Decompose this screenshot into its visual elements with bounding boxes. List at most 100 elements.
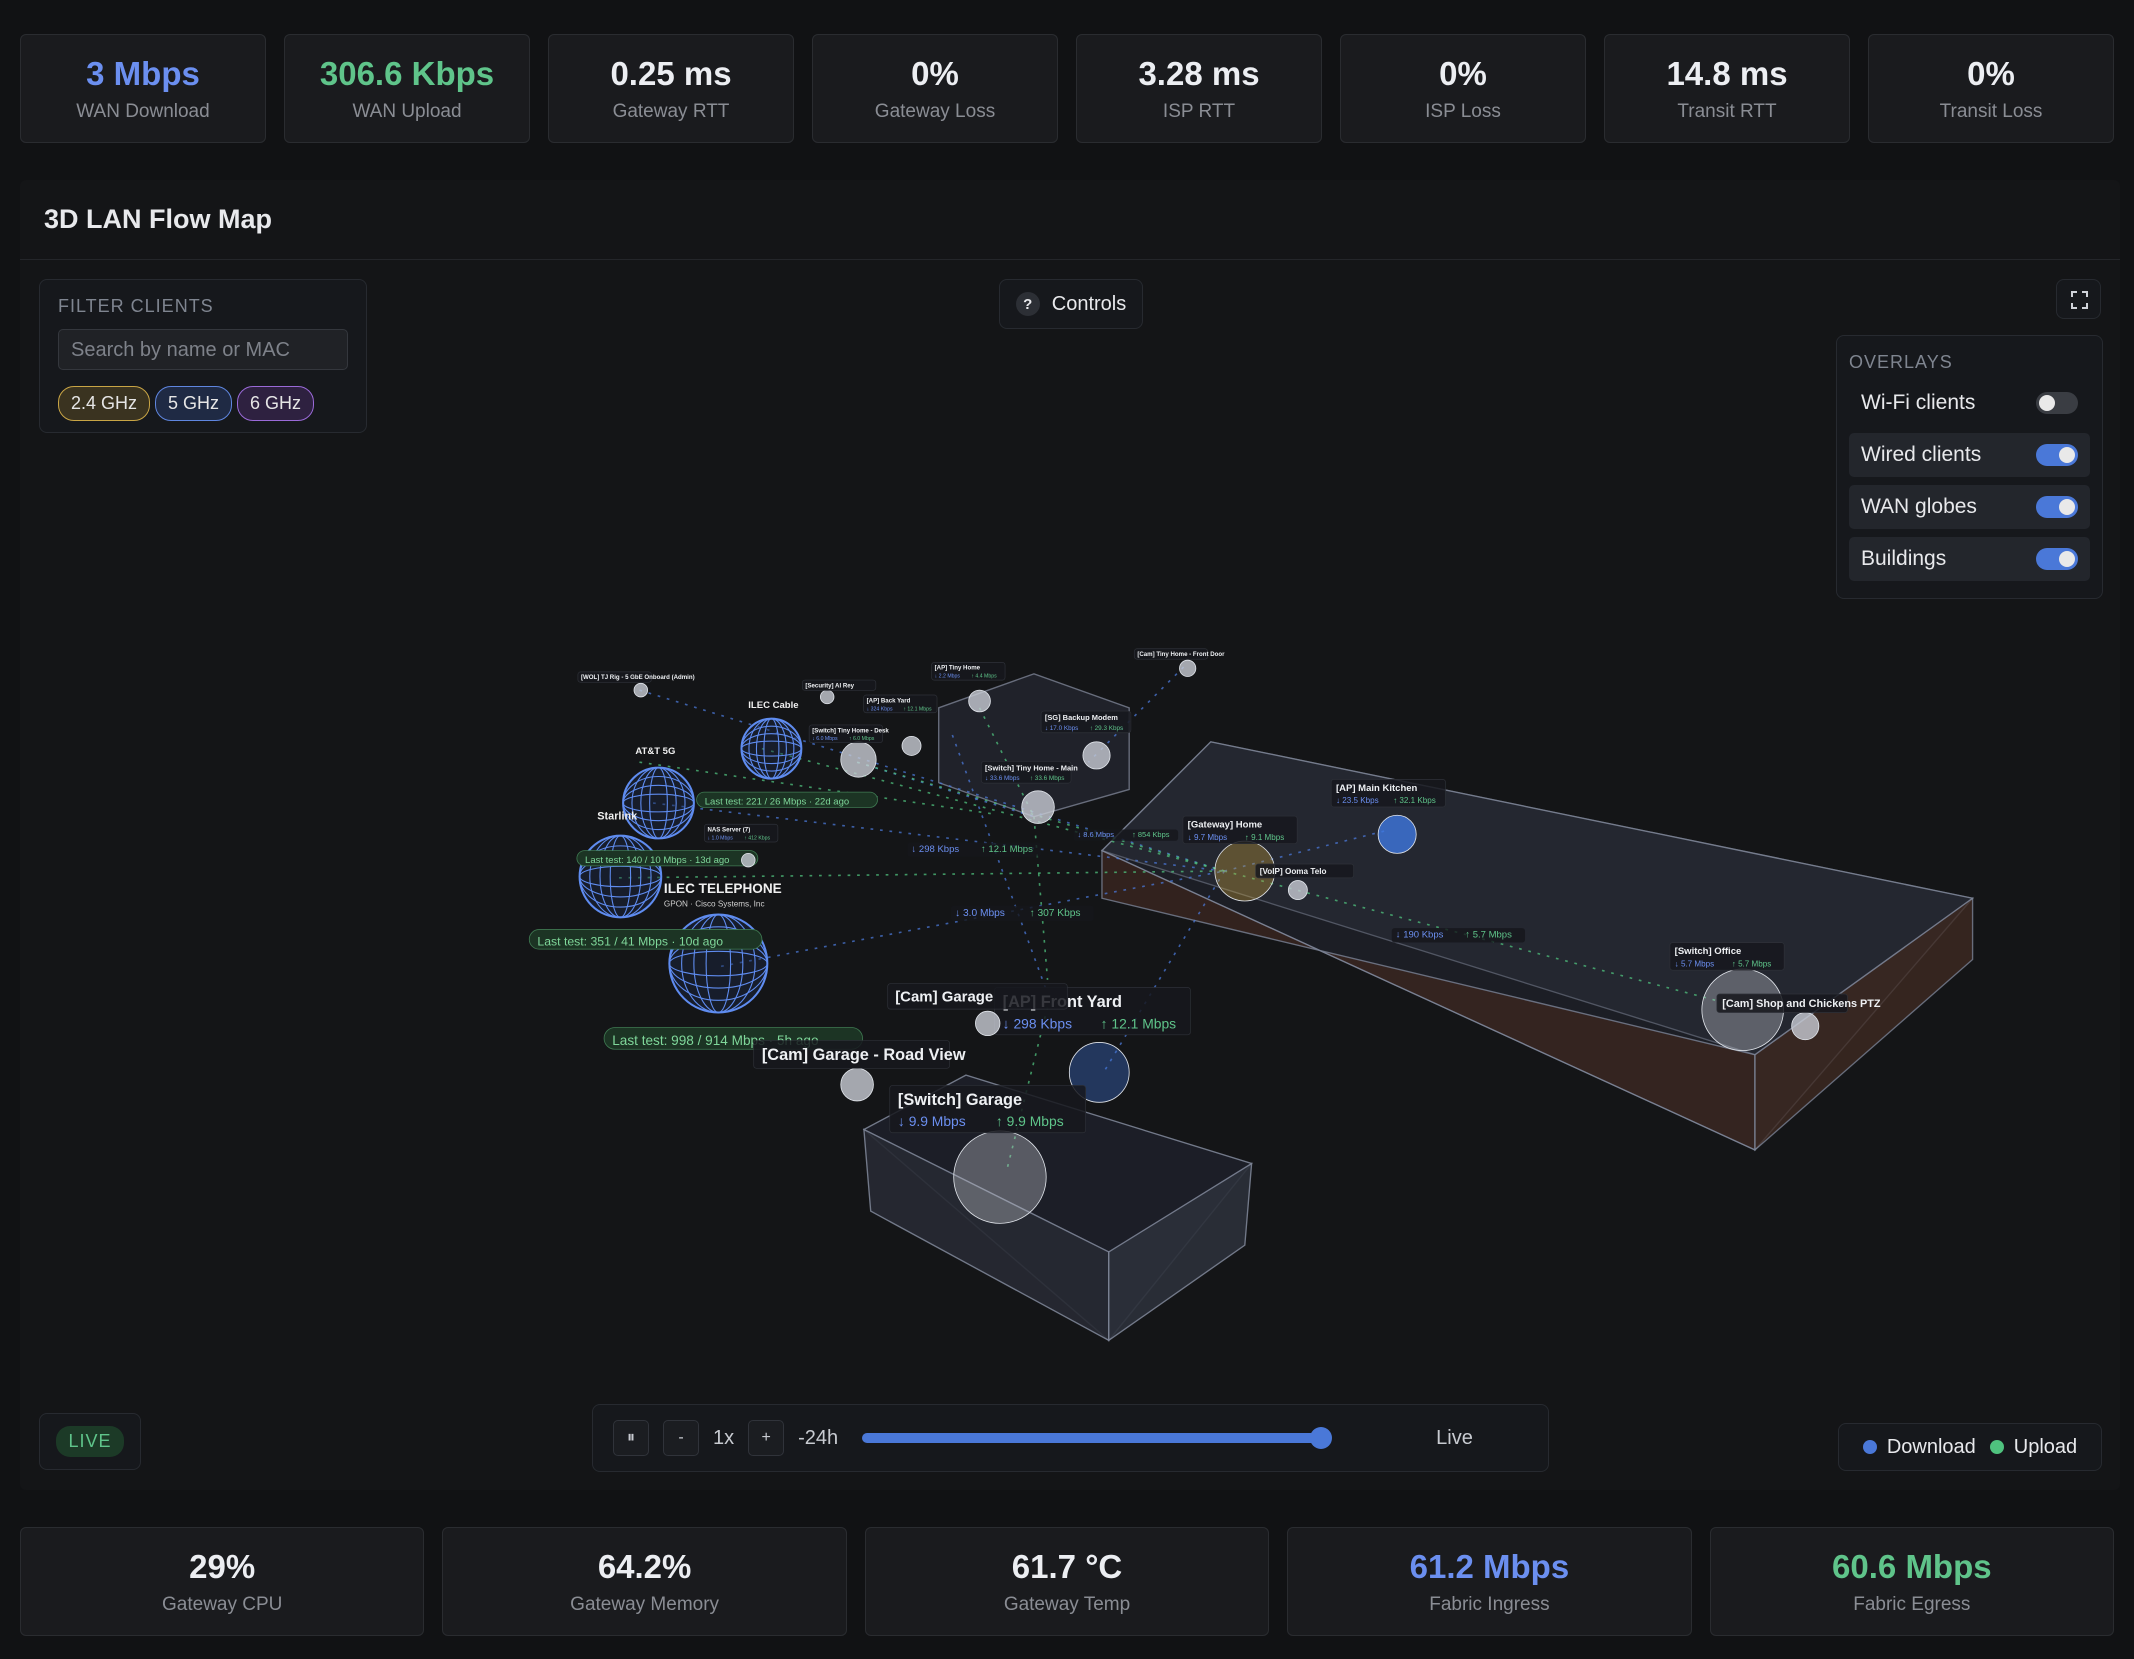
device-marker: [741, 852, 756, 868]
search-input[interactable]: Search by name or MAC: [58, 329, 348, 370]
device-label: [Switch] Office: [1675, 946, 1742, 957]
rate-up: ↑ 307 Kbps: [1030, 908, 1081, 919]
controls-button[interactable]: ? Controls: [999, 279, 1143, 329]
device-tag: [1133, 648, 1209, 660]
device-up: ↑ 5.7 Mbps: [1732, 959, 1772, 968]
device-up: ↑ 33.6 Mbps: [1030, 775, 1065, 782]
globe-outline: [622, 766, 695, 840]
device-label: NAS Server (7): [707, 827, 750, 834]
test-tag: [528, 929, 763, 950]
overlay-toggle[interactable]: [2036, 392, 2078, 414]
wan-globe: [622, 766, 695, 840]
device-down: ↓ 6.0 Mbps: [812, 736, 838, 742]
device-marker: [1287, 880, 1308, 901]
fullscreen-button[interactable]: [2056, 279, 2101, 319]
stat-card: 3.28 ms ISP RTT: [1076, 34, 1322, 143]
stat-label: Transit RTT: [1677, 100, 1777, 122]
overlay-row: Wired clients: [1849, 433, 2090, 477]
stat-label: Gateway Temp: [1003, 1593, 1131, 1615]
stat-card: 60.6 Mbps Fabric Egress: [1709, 1527, 2115, 1636]
link: [1087, 666, 1185, 763]
stat-value: 306.6 Kbps: [319, 54, 495, 92]
rate-down: ↓ 8.6 Mbps: [1077, 830, 1114, 839]
device-down: ↓ 2.2 Mbps: [935, 674, 961, 680]
device-marker: [975, 1010, 1001, 1037]
device-label: [Gateway] Home: [1188, 820, 1263, 831]
stat-value: 0.25 ms: [610, 54, 732, 92]
device-tag: [1330, 779, 1446, 808]
overlays-heading: OVERLAYS: [1849, 352, 1953, 372]
overlay-label: Buildings: [1861, 547, 1947, 570]
live-badge: LIVE: [56, 1426, 124, 1457]
rate-tag: [907, 842, 1041, 857]
device-label: [Switch] Garage: [898, 1091, 1022, 1109]
stat-label: ISP RTT: [1162, 100, 1236, 122]
test-label: Last test: 140 / 10 Mbps · 13d ago: [585, 855, 729, 866]
globe-parallel: [622, 775, 695, 831]
legend-dot: [1862, 1439, 1877, 1454]
device-marker: [953, 1130, 1047, 1224]
device-label: [Security] AI Rey: [805, 682, 854, 689]
stat-value: 0%: [1439, 54, 1487, 92]
device-down: ↓ 23.5 Kbps: [1336, 796, 1379, 805]
device-marker: [1179, 659, 1197, 677]
band-pill[interactable]: 6 GHz: [237, 386, 315, 421]
overlay-row: WAN globes: [1849, 485, 2090, 529]
stat-label: Gateway Memory: [570, 1593, 720, 1615]
legend: Download Upload: [1838, 1423, 2102, 1471]
device-down: ↓ 5.7 Mbps: [1675, 959, 1715, 968]
stat-value: 3.28 ms: [1138, 54, 1260, 92]
overlay-toggle[interactable]: [2036, 548, 2078, 570]
device-label: [Cam] Shop and Chickens PTZ: [1722, 998, 1881, 1010]
stat-card: 64.2% Gateway Memory: [442, 1527, 847, 1636]
overlay-toggle[interactable]: [2036, 444, 2078, 466]
filter-box: FILTER CLIENTS Search by name or MAC 2.4…: [39, 279, 367, 433]
device-down: ↓ 17.0 Kbps: [1045, 725, 1079, 732]
rate-up: ↑ 5.7 Mbps: [1465, 930, 1512, 941]
overlays-panel: OVERLAYS Wi-Fi clients Wired clients WAN gl…: [1836, 335, 2103, 599]
globe-parallel: [579, 845, 662, 908]
device-label: [Switch] Tiny Home - Desk: [812, 727, 889, 734]
slower-button[interactable]: -: [663, 1420, 699, 1456]
device-marker: [1082, 741, 1111, 770]
device-tag: [1669, 942, 1785, 971]
stat-card: 0% Gateway Loss: [812, 34, 1058, 143]
link: [761, 747, 1225, 872]
stat-label: Gateway Loss: [874, 100, 996, 122]
faster-button[interactable]: +: [748, 1420, 785, 1456]
device-down: ↓ 1.0 Mbps: [707, 836, 733, 842]
device-label: [Cam] Tiny Home - Front Door: [1137, 651, 1225, 658]
band-pill[interactable]: 5 GHz: [155, 386, 233, 421]
device-tag: [1255, 863, 1354, 879]
device-marker: [840, 741, 877, 778]
map-panel: ILEC Cable AT&T 5G Starlink ILEC TELEPHONE G…: [20, 180, 2120, 1490]
device-up: ↑ 29.3 Kbps: [1090, 725, 1124, 732]
device-tag: [889, 1085, 1086, 1134]
rate-up: ↑ 12.1 Mbps: [981, 844, 1033, 855]
pause-button[interactable]: ⏸: [613, 1420, 649, 1456]
help-icon: ?: [1015, 292, 1040, 316]
stat-label: WAN Upload: [352, 100, 462, 122]
overlay-label: WAN globes: [1861, 495, 1977, 518]
overlay-toggle[interactable]: [2036, 496, 2078, 518]
globe-sub: GPON · Cisco Systems, Inc: [664, 899, 765, 908]
globe-meridian: [631, 767, 686, 839]
test-label: Last test: 351 / 41 Mbps · 10d ago: [537, 934, 723, 948]
stat-value: 61.7 °C: [1011, 1547, 1123, 1585]
device-label: [Switch] Tiny Home - Main: [985, 763, 1078, 772]
band-pill[interactable]: 2.4 GHz: [58, 386, 151, 421]
device-up: ↑ 9.1 Mbps: [1245, 833, 1285, 842]
link: [652, 802, 1225, 872]
device-tag: [980, 761, 1072, 784]
device-down: ↓ 9.9 Mbps: [898, 1113, 966, 1129]
device-up: ↑ 6.0 Mbps: [849, 736, 875, 742]
globe-outline: [740, 717, 803, 780]
device-marker: [840, 1067, 874, 1102]
legend-item: Download: [1862, 1436, 1976, 1459]
device-label: [Cam] Garage - Road View: [762, 1046, 966, 1064]
globe-label: ILEC Cable: [748, 700, 798, 711]
link: [978, 707, 1035, 818]
wan-globe: [740, 717, 803, 780]
time-slider[interactable]: [862, 1427, 1333, 1449]
wan-globe: [578, 834, 663, 919]
